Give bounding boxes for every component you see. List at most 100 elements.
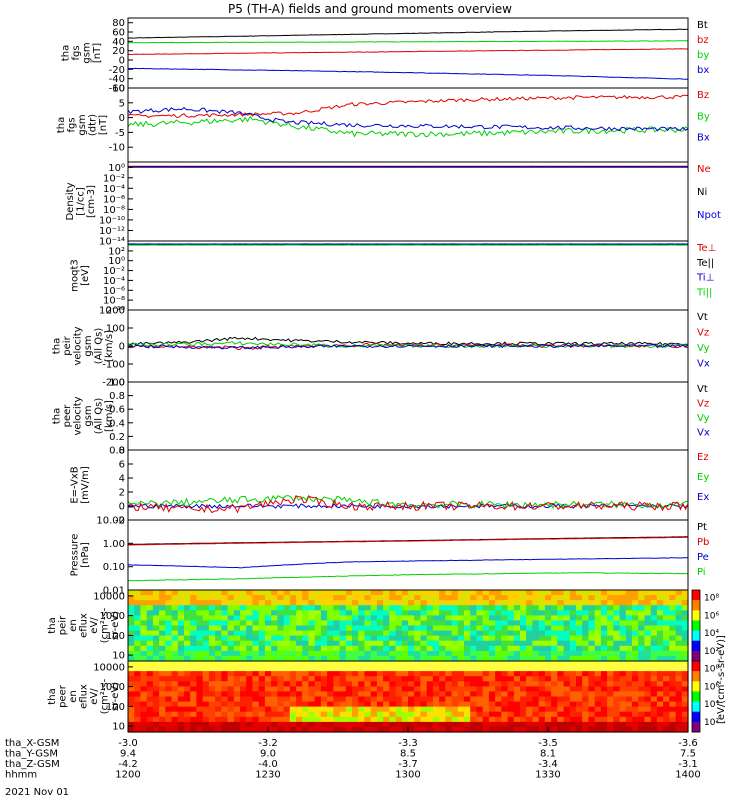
heatmap-cell [570,661,577,667]
heatmap-cell [508,651,515,657]
heatmap-cell [582,686,589,692]
heatmap-cell [514,671,521,677]
heatmap-cell [564,651,571,657]
heatmap-cell [520,600,527,606]
heatmap-cell [663,661,670,667]
heatmap-cell [445,651,452,657]
heatmap-cell [433,681,440,687]
legend-entry: Vy [697,413,710,424]
heatmap-cell [383,671,390,677]
heatmap-cell [439,626,446,632]
heatmap-cell [215,590,222,596]
heatmap-cell [383,651,390,657]
heatmap-cell [340,636,347,642]
heatmap-cell [308,600,315,606]
heatmap-cell [271,651,278,657]
heatmap-cell [389,595,396,601]
heatmap-cell [557,712,564,718]
heatmap-cell [520,702,527,708]
heatmap-cell [402,641,409,647]
heatmap-cell [508,702,515,708]
heatmap-cell [165,641,172,647]
heatmap-cell [290,646,297,652]
heatmap-cell [246,722,253,728]
heatmap-cell [613,697,620,703]
heatmap-cell [358,641,365,647]
legend-entry: Ni [697,187,707,198]
heatmap-cell [564,600,571,606]
heatmap-cell [476,681,483,687]
heatmap-cell [340,722,347,728]
heatmap-cell [302,636,309,642]
heatmap-cell [358,646,365,652]
heatmap-cell [259,712,266,718]
heatmap-cell [433,722,440,728]
heatmap-cell [470,702,477,708]
heatmap-cell [476,646,483,652]
heatmap-cell [153,666,160,672]
heatmap-cell [234,605,241,611]
heatmap-cell [396,676,403,682]
heatmap-cell [657,691,664,697]
heatmap-cell [638,712,645,718]
heatmap-cell [196,707,203,713]
heatmap-cell [196,610,203,616]
heatmap-cell [613,620,620,626]
heatmap-cell [520,595,527,601]
heatmap-cell [140,620,147,626]
heatmap-cell [613,666,620,672]
heatmap-cell [514,702,521,708]
heatmap-cell [458,702,465,708]
legend-entry: Ti|| [696,287,712,298]
heatmap-cell [551,590,558,596]
heatmap-cell [663,610,670,616]
heatmap-cell [302,702,309,708]
heatmap-cell [620,595,627,601]
y-axis-label-line: [km/s] [104,400,115,432]
heatmap-cell [464,702,471,708]
heatmap-cell [663,722,670,728]
heatmap-cell [483,697,490,703]
heatmap-cell [414,626,421,632]
heatmap-cell [364,681,371,687]
heatmap-cell [377,595,384,601]
heatmap-cell [570,676,577,682]
heatmap-cell [321,686,328,692]
heatmap-cell [184,686,191,692]
heatmap-cell [159,717,166,723]
heatmap-cell [601,702,608,708]
heatmap-cell [607,671,614,677]
heatmap-cell [134,686,141,692]
heatmap-cell [140,605,147,611]
heatmap-cell [420,707,427,713]
heatmap-cell [663,681,670,687]
heatmap-cell [644,600,651,606]
heatmap-cell [190,722,197,728]
heatmap-cell [651,595,658,601]
heatmap-cell [564,641,571,647]
heatmap-cell [203,595,210,601]
heatmap-cell [234,702,241,708]
heatmap-cell [669,686,676,692]
heatmap-cell [178,620,185,626]
heatmap-cell [564,666,571,672]
heatmap-cell [638,646,645,652]
heatmap-cell [358,620,365,626]
heatmap-cell [632,661,639,667]
heatmap-cell [340,712,347,718]
heatmap-cell [489,681,496,687]
heatmap-cell [284,676,291,682]
heatmap-cell [433,605,440,611]
heatmap-cell [651,666,658,672]
heatmap-cell [545,626,552,632]
heatmap-cell [389,646,396,652]
heatmap-cell [576,681,583,687]
heatmap-cell [284,605,291,611]
heatmap-cell [296,661,303,667]
series-Ey [128,496,688,508]
heatmap-cell [545,631,552,637]
heatmap-cell [377,712,384,718]
heatmap-cell [358,676,365,682]
heatmap-cell [215,651,222,657]
heatmap-cell [215,620,222,626]
